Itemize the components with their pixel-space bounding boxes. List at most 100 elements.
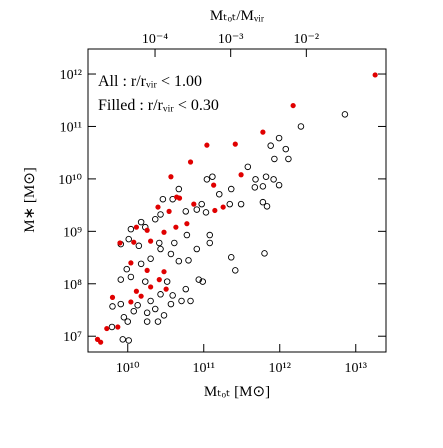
- x2-tick-label: 10⁻³: [218, 32, 244, 47]
- point: [148, 284, 154, 290]
- point: [109, 303, 116, 310]
- point: [151, 305, 159, 313]
- point: [130, 307, 138, 315]
- point: [182, 285, 190, 293]
- point: [187, 159, 194, 165]
- point: [98, 339, 104, 345]
- point: [237, 200, 245, 208]
- point: [232, 267, 239, 274]
- point: [173, 224, 179, 230]
- y-tick-label: 10¹¹: [60, 120, 82, 135]
- point: [163, 278, 171, 285]
- point: [193, 206, 201, 213]
- x2-tick-label: 10⁻⁴: [142, 32, 168, 47]
- point: [133, 224, 140, 230]
- point: [161, 269, 167, 275]
- point: [125, 235, 132, 243]
- x-tick-label: 10¹²: [269, 361, 291, 376]
- y-tick-label: 10¹²: [60, 68, 82, 83]
- point: [282, 145, 290, 153]
- point: [178, 297, 185, 305]
- point: [119, 336, 127, 343]
- point: [275, 181, 283, 189]
- point: [147, 297, 154, 305]
- point: [128, 260, 134, 266]
- point: [143, 309, 151, 317]
- point: [185, 257, 192, 264]
- point: [155, 204, 161, 210]
- point: [184, 221, 190, 227]
- point: [259, 198, 267, 206]
- point: [275, 134, 283, 142]
- point: [198, 200, 205, 208]
- point: [133, 288, 140, 294]
- point: [127, 273, 135, 281]
- point: [204, 142, 210, 148]
- point: [220, 204, 226, 210]
- point: [202, 209, 210, 216]
- point: [193, 245, 201, 253]
- point: [252, 176, 259, 183]
- point: [108, 323, 116, 331]
- point: [227, 185, 235, 193]
- point: [144, 227, 150, 233]
- x-axis-label: Mₜₒₜ [M⊙]: [204, 384, 270, 400]
- point: [156, 239, 163, 247]
- point: [271, 155, 278, 163]
- point: [259, 183, 267, 190]
- point: [341, 111, 349, 118]
- legend-entry: Filled : r/rᵥᵢᵣ < 0.30: [98, 97, 219, 114]
- point: [175, 185, 183, 193]
- point: [154, 318, 162, 325]
- point: [142, 278, 149, 285]
- point: [127, 225, 135, 233]
- point: [206, 231, 214, 239]
- point: [167, 250, 175, 258]
- y-tick-label: 10⁹: [63, 225, 82, 240]
- point: [137, 260, 145, 268]
- point: [203, 176, 211, 183]
- point: [263, 203, 271, 210]
- point: [206, 239, 214, 247]
- point: [211, 182, 217, 188]
- point: [160, 312, 168, 319]
- x-tick-label: 10¹¹: [193, 361, 215, 376]
- point: [144, 267, 150, 273]
- point: [157, 211, 164, 218]
- point: [171, 239, 178, 247]
- point: [163, 286, 169, 292]
- point: [117, 276, 125, 283]
- point: [260, 129, 266, 135]
- point: [238, 172, 244, 178]
- point: [124, 318, 131, 325]
- point: [261, 250, 268, 257]
- point: [212, 207, 218, 214]
- point: [285, 155, 292, 163]
- point: [226, 200, 234, 208]
- point: [244, 163, 252, 171]
- point: [157, 245, 164, 253]
- point: [157, 291, 164, 298]
- point: [159, 195, 167, 203]
- point: [191, 201, 197, 207]
- point: [156, 277, 162, 283]
- point: [147, 255, 154, 263]
- point: [297, 123, 305, 130]
- point: [270, 176, 277, 183]
- point: [290, 102, 296, 109]
- point: [169, 292, 176, 299]
- y-tick-label: 10⁷: [63, 330, 82, 345]
- point: [143, 318, 151, 325]
- point: [209, 173, 216, 180]
- point: [161, 229, 167, 235]
- point: [135, 242, 143, 250]
- plot-frame: [87, 48, 387, 353]
- x-tick-label: 10¹³: [345, 361, 367, 376]
- point: [175, 257, 183, 265]
- point: [115, 324, 121, 330]
- point: [117, 240, 123, 246]
- point: [227, 254, 235, 261]
- point: [183, 231, 191, 239]
- point: [125, 337, 132, 344]
- point: [176, 195, 183, 201]
